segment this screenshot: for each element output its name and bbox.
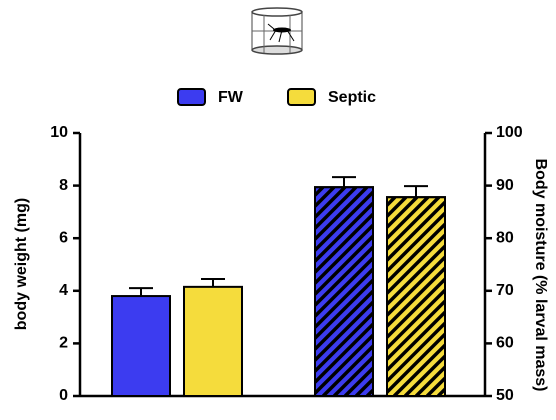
legend-swatch (178, 89, 205, 105)
y2-tick-label: 70 (496, 282, 514, 299)
hatch-line (70, 187, 279, 396)
legend-label: Septic (328, 89, 376, 106)
cage-icon (252, 8, 302, 54)
y2-tick-label: 50 (496, 387, 514, 404)
legend-swatch (288, 89, 315, 105)
hatch-line (284, 197, 483, 396)
y-tick-label: 2 (59, 335, 68, 352)
hatch-line (279, 187, 488, 396)
bar (184, 287, 242, 396)
y2-tick-label: 80 (496, 229, 514, 246)
hatch-line (350, 197, 549, 396)
y-axis-label: body weight (mg) (13, 198, 30, 330)
y2-tick-label: 90 (496, 177, 514, 194)
y-tick-label: 6 (59, 229, 68, 246)
page: {"chart_data": {"type": "bar", "categori… (0, 0, 556, 420)
hatch-line (345, 187, 554, 396)
y2-axis-label: Body moisture (% larval mass) (532, 159, 549, 392)
bar (112, 296, 170, 396)
y2-tick-label: 60 (496, 335, 514, 352)
legend-label: FW (218, 89, 244, 106)
chart: body weight (mg) Body moisture (% larval… (0, 0, 556, 420)
y-tick-label: 0 (59, 387, 68, 404)
y-tick-label: 10 (50, 124, 68, 141)
y-tick-label: 4 (59, 282, 68, 299)
y2-tick-label: 100 (496, 124, 523, 141)
y-tick-label: 8 (59, 177, 68, 194)
